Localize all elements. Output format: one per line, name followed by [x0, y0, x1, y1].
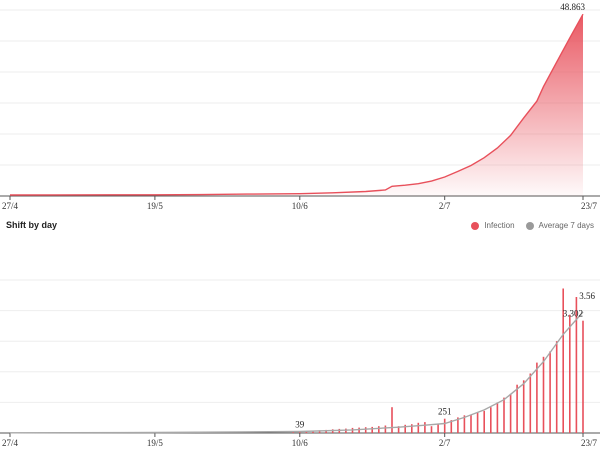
x-tick-label: 23/7 — [581, 201, 598, 211]
x-tick-label: 19/5 — [147, 438, 164, 448]
average-7-days-line — [9, 311, 584, 434]
daily-infection-bar — [536, 362, 538, 433]
daily-infection-bar — [299, 431, 301, 433]
x-tick-label: 23/7 — [581, 438, 598, 448]
daily-infection-bar — [397, 426, 400, 433]
x-tick-label: 10/6 — [292, 438, 309, 448]
daily-infection-bar — [312, 430, 314, 433]
x-tick-label: 27/4 — [2, 438, 19, 448]
average-legend-label: Average 7 days — [538, 221, 594, 230]
daily-infection-bar — [292, 431, 294, 433]
daily-infection-bar — [457, 417, 459, 433]
daily-infection-bar — [371, 426, 373, 433]
cumulative-area-chart: 27/4 19/5 10/6 2/7 23/7 48.863 — [0, 2, 600, 211]
daily-value-label: 3.302 — [563, 309, 583, 319]
daily-infection-bar — [582, 320, 584, 433]
daily-infection-bar — [522, 380, 525, 433]
daily-infection-bar — [358, 427, 360, 433]
cumulative-area-line — [9, 13, 584, 196]
daily-bar-chart: 27/4 19/5 10/6 2/7 23/7 39 251 3.302 3.56 — [0, 279, 600, 448]
daily-infection-bar — [575, 297, 578, 433]
daily-infection-bar — [430, 426, 433, 433]
average-legend-marker — [525, 221, 534, 230]
cumulative-total-label: 48.863 — [560, 2, 585, 12]
x-tick-label: 19/5 — [147, 201, 164, 211]
x-tick-label: 2/7 — [439, 438, 451, 448]
daily-infection-bar — [555, 341, 558, 433]
daily-infection-bar — [463, 415, 466, 433]
infection-legend-label: Infection — [484, 221, 515, 230]
daily-infection-bar — [509, 393, 512, 433]
x-tick-label: 27/4 — [2, 201, 19, 211]
daily-infection-bar — [490, 407, 492, 433]
cumulative-area-fill — [10, 14, 583, 197]
section-title: Shift by day — [6, 220, 58, 230]
daily-infection-bar — [542, 356, 545, 433]
daily-infection-bar — [496, 402, 499, 433]
daily-infection-bar — [391, 407, 393, 433]
daily-infection-bar — [549, 351, 551, 433]
daily-infection-bar — [305, 431, 308, 433]
daily-infection-bar — [470, 414, 472, 433]
daily-infection-bar — [378, 426, 380, 433]
daily-infection-bar — [450, 420, 453, 433]
daily-infection-bar — [384, 425, 387, 433]
daily-infection-bar — [569, 314, 571, 433]
daily-infection-bar — [404, 424, 406, 433]
daily-infection-bar — [424, 422, 426, 433]
daily-infection-bar — [516, 384, 518, 433]
daily-infection-bar — [443, 418, 446, 433]
daily-infection-bar — [318, 430, 321, 433]
daily-infection-bar — [411, 424, 413, 433]
daily-infection-bar — [562, 288, 564, 433]
daily-value-label: 3.56 — [579, 291, 595, 301]
daily-infection-bar — [364, 427, 367, 433]
daily-infection-bar — [325, 429, 327, 433]
chart-legend: Infection Average 7 days — [471, 221, 594, 230]
daily-infection-bar — [476, 412, 479, 433]
daily-value-label: 39 — [295, 420, 305, 430]
daily-value-label: 251 — [438, 407, 452, 417]
x-tick-label: 10/6 — [292, 201, 309, 211]
infection-legend-marker — [471, 221, 480, 230]
daily-infection-bar — [417, 422, 420, 433]
x-tick-label: 2/7 — [439, 201, 451, 211]
daily-infection-bar — [437, 424, 439, 433]
daily-infection-bar — [483, 410, 485, 433]
daily-infection-bar — [503, 397, 505, 433]
daily-infection-bar — [529, 373, 532, 433]
